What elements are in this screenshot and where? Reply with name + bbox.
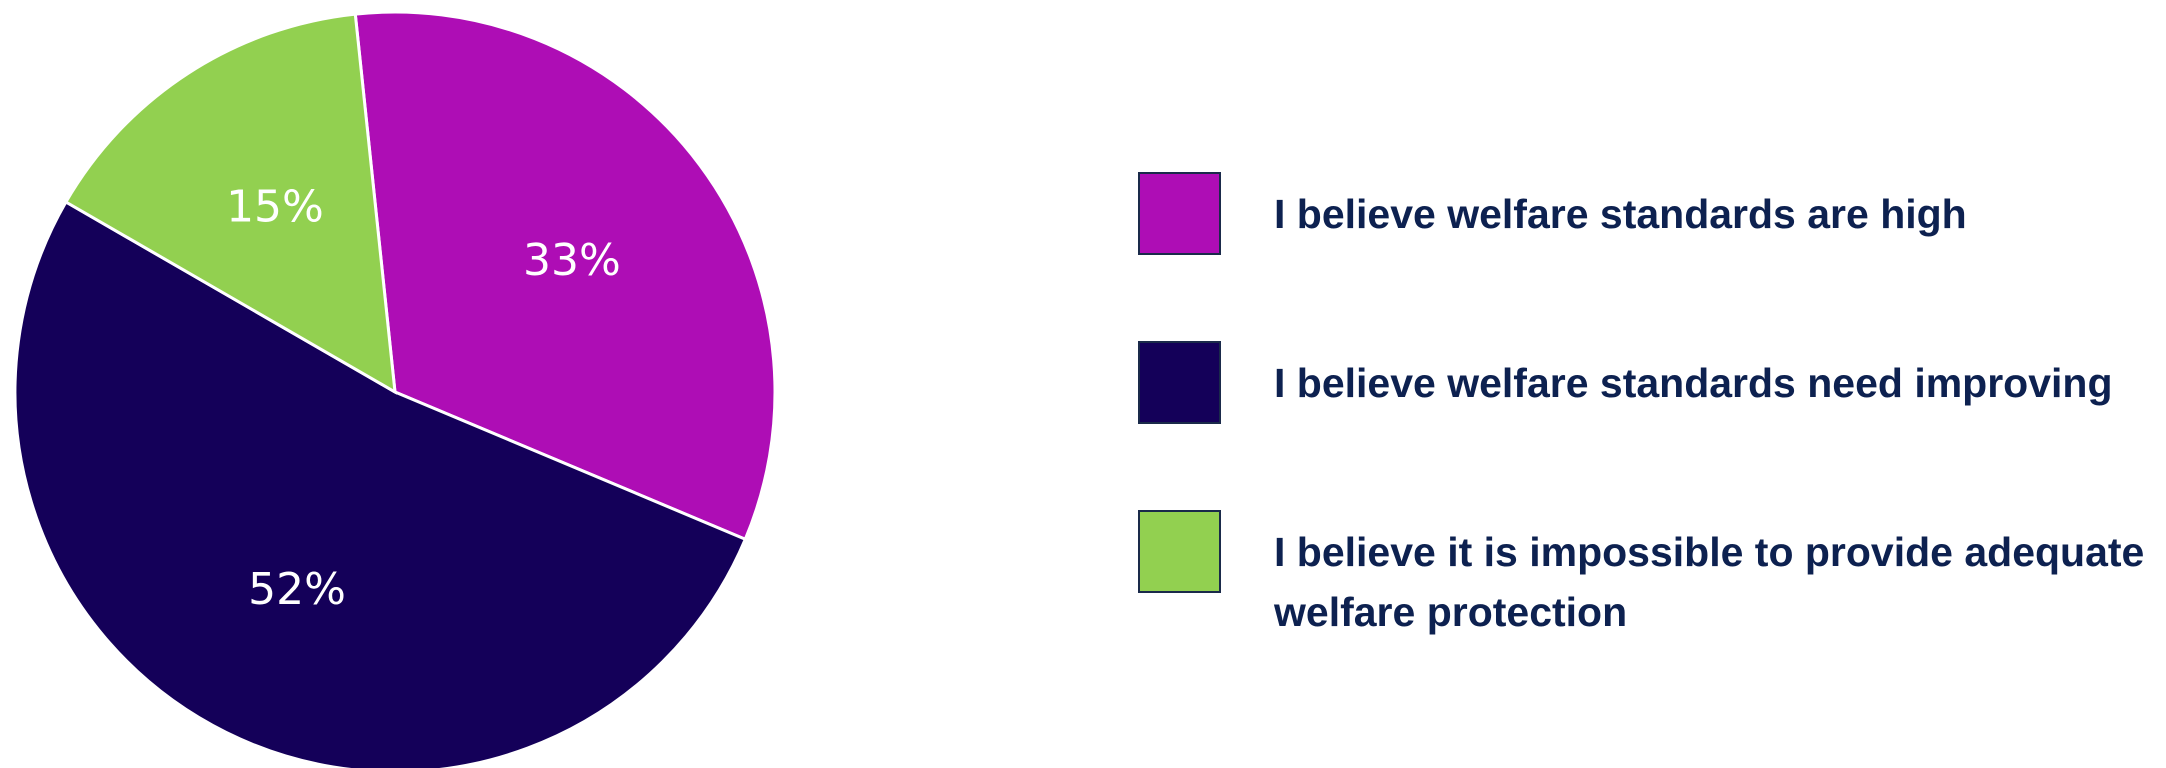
pie-slice-need-improving: [13, 199, 748, 768]
legend-label-need-improving: I believe welfare standards need improvi…: [1274, 360, 2113, 406]
legend-swatch-high: [1138, 172, 1221, 255]
legend-swatch-impossible: [1138, 510, 1221, 593]
legend-item-high: I believe welfare standards are high: [1138, 172, 2166, 255]
legend-label-high: I believe welfare standards are high: [1274, 191, 1967, 237]
legend-swatch-need-improving: [1138, 341, 1221, 424]
pie-label-high: 33%: [523, 235, 621, 286]
pie-label-need-improving: 52%: [248, 564, 346, 615]
pie-slice-impossible: [63, 12, 397, 395]
legend-item-impossible: I believe it is impossible to provide ad…: [1138, 510, 2166, 642]
pie-label-impossible: 15%: [226, 182, 324, 233]
pie-slice-high: [353, 10, 777, 542]
legend-label-impossible: I believe it is impossible to provide ad…: [1274, 529, 2145, 635]
pie-chart: 33% 52% 15%: [13, 10, 777, 768]
legend-item-need-improving: I believe welfare standards need improvi…: [1138, 341, 2166, 424]
legend: I believe welfare standards are high I b…: [1138, 172, 2166, 642]
